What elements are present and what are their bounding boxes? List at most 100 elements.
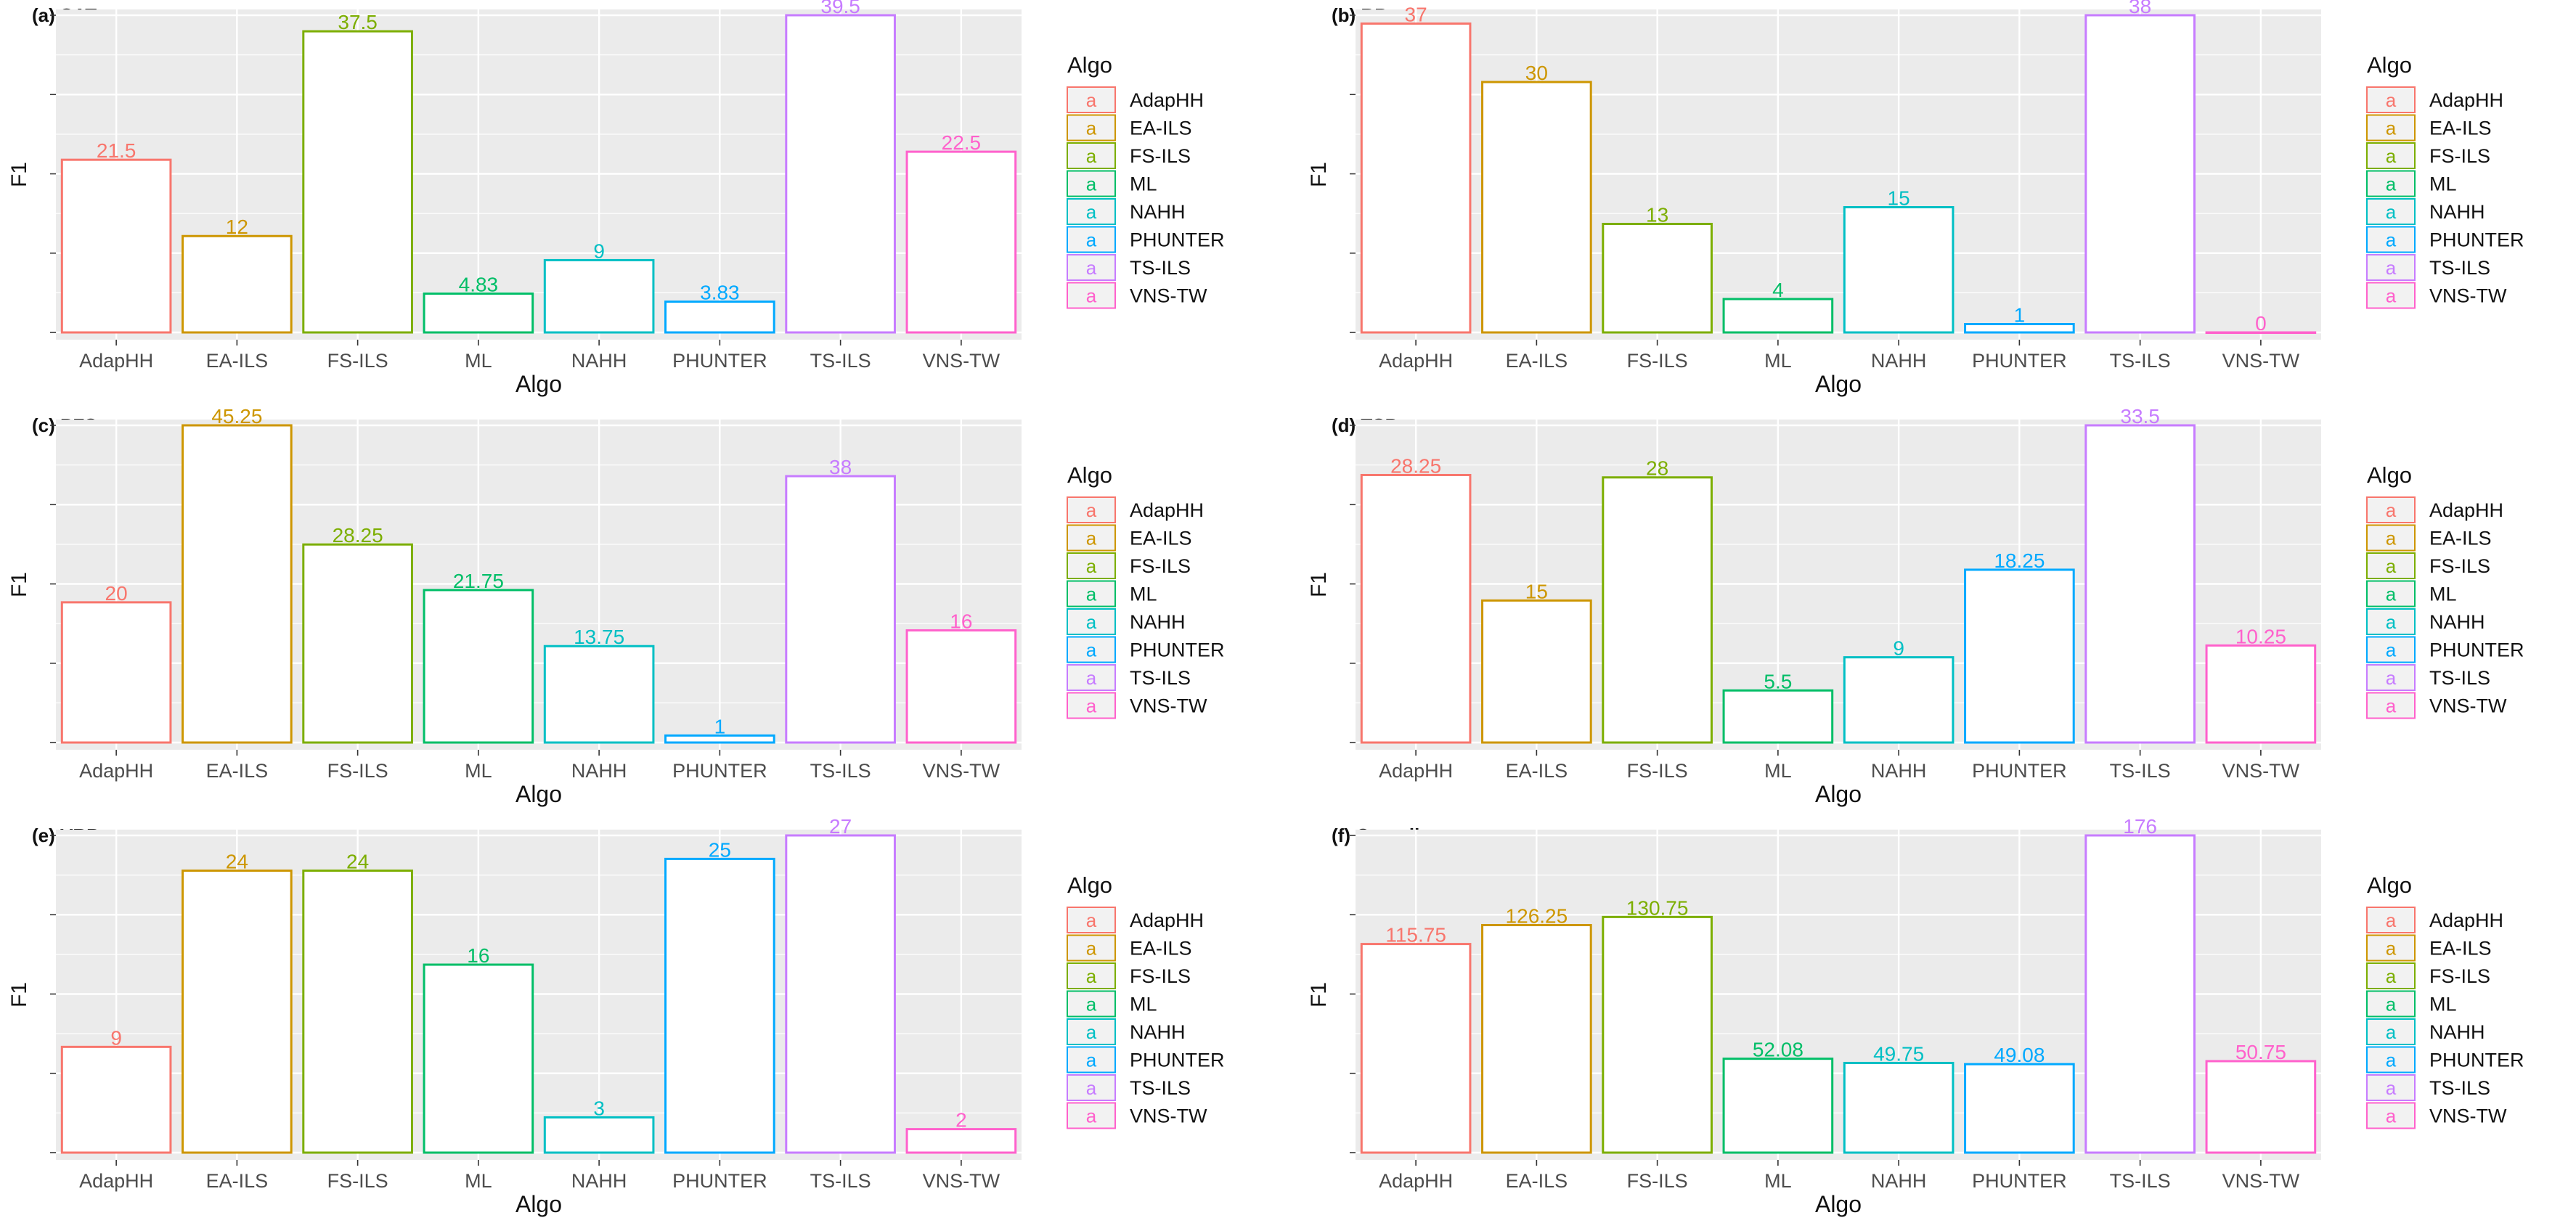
panel-b-bp-legend-glyph-ts-ils: a: [2386, 257, 2397, 279]
panel-d-tsp-bar-ts-ils: [2084, 424, 2196, 744]
panel-e-vrp-legend-key-nahh: [1067, 1018, 1116, 1045]
panel-a-sat-value-label-fs-ils: 37.5: [338, 11, 378, 33]
panel-b-bp-bar-fs-ils: [1602, 223, 1713, 334]
panel-e-vrp-x-tick-label-ml: ML: [465, 1170, 492, 1192]
panel-f-overall-legend-label-phunter: PHUNTER: [2429, 1050, 2524, 1071]
panel-d-tsp-legend-key-ea-ils: [2366, 524, 2416, 552]
panel-b-bp-legend-key-nahh: [2366, 198, 2416, 225]
panel-b-bp-value-label-ml: 4: [1772, 279, 1784, 301]
panel-b-bp-legend-label-ts-ils: TS-ILS: [2429, 257, 2490, 279]
panel-d-tsp-x-tick-label-ts-ils: TS-ILS: [2110, 760, 2171, 782]
panel-f-overall-x-tick-label-fs-ils: FS-ILS: [1627, 1170, 1688, 1192]
panel-b-bp-bar-phunter: [1964, 323, 2075, 334]
panel-c-pfs-legend: Algo a AdapHH a EA-ILS a FS-ILS a ML a NAHH a PHUNTE…: [1067, 462, 1225, 719]
panel-a-sat-legend-title: Algo: [1067, 52, 1112, 78]
panel-a-sat-value-label-ea-ils: 12: [226, 216, 248, 238]
panel-f-overall-legend-glyph-ea-ils: a: [2386, 938, 2397, 960]
panel-b-bp-legend-title: Algo: [2367, 52, 2412, 78]
panel-c-pfs-legend-label-ts-ils: TS-ILS: [1130, 667, 1191, 689]
panel-e-vrp-value-label-fs-ils: 24: [346, 851, 369, 873]
panel-e-vrp-value-label-phunter: 25: [709, 838, 731, 861]
panel-f-overall-value-label-nahh: 49.75: [1873, 1042, 1924, 1065]
panel-a-sat-x-tick-label-adaphh: AdapHH: [79, 350, 153, 372]
panel-e-vrp-legend-label-nahh: NAHH: [1130, 1021, 1186, 1043]
panel-f-overall-value-label-adaphh: 115.75: [1385, 924, 1446, 946]
panel-d-tsp-legend-key-ml: [2366, 580, 2416, 608]
panel-b-bp-bar-ea-ils: [1481, 81, 1592, 334]
panel-f-overall-bar-nahh: [1843, 1061, 1955, 1154]
panel-f-overall-legend-label-ea-ils: EA-ILS: [2429, 938, 2492, 960]
panel-d-tsp-value-label-ts-ils: 33.5: [2120, 405, 2160, 428]
panel-b-bp-x-tick-label-phunter: PHUNTER: [1972, 350, 2067, 372]
panel-b-bp-x-tick-label-ea-ils: EA-ILS: [1506, 350, 1568, 372]
panel-a-sat-legend-glyph-ts-ils: a: [1086, 257, 1097, 279]
panel-c-pfs-legend-label-ml: ML: [1130, 584, 1157, 605]
panel-d-tsp-bar-fs-ils: [1602, 476, 1713, 744]
panel-e-vrp-legend-key-ts-ils: [1067, 1074, 1116, 1101]
panel-e-vrp-x-tick-label-vns-tw: VNS-TW: [923, 1170, 1000, 1192]
panel-f-overall-value-label-ml: 52.08: [1753, 1039, 1803, 1061]
panel-f-overall-legend-key-adaphh: [2366, 907, 2416, 933]
panel-c-pfs-legend-label-ea-ils: EA-ILS: [1130, 528, 1192, 549]
panel-f-overall-x-tick-label-ml: ML: [1764, 1170, 1792, 1192]
panel-f-overall-legend-glyph-fs-ils: a: [2386, 965, 2397, 987]
panel-a-sat-legend-label-ts-ils: TS-ILS: [1130, 257, 1191, 279]
panel-c-pfs-legend-key-fs-ils: [1067, 552, 1116, 579]
panel-f-overall-value-label-ea-ils: 126.25: [1506, 905, 1568, 928]
panel-f-overall-value-label-vns-tw: 50.75: [2235, 1041, 2286, 1063]
panel-f-overall-x-tick-label-ea-ils: EA-ILS: [1506, 1170, 1568, 1192]
panel-e-vrp-x-tick-label-ea-ils: EA-ILS: [206, 1170, 269, 1192]
panel-d-tsp-legend-label-ea-ils: EA-ILS: [2429, 528, 2492, 549]
panel-c-pfs-legend-glyph-vns-tw: a: [1086, 695, 1097, 717]
panel-c-pfs-x-tick-label-fs-ils: FS-ILS: [327, 760, 388, 782]
panel-d-tsp-legend-label-vns-tw: VNS-TW: [2429, 695, 2507, 717]
panel-c-pfs-value-label-ts-ils: 38: [829, 456, 852, 478]
panel-b-bp-legend-glyph-adaphh: a: [2386, 89, 2397, 111]
panel-a-sat-legend-key-phunter: [1067, 226, 1116, 253]
panel-c-pfs-bar-adaphh: [60, 601, 172, 744]
panel-a-sat-legend-label-phunter: PHUNTER: [1130, 229, 1225, 251]
panel-e-vrp-value-label-vns-tw: 2: [955, 1109, 967, 1132]
panel-d-tsp-legend-glyph-nahh: a: [2386, 611, 2397, 633]
panel-e-vrp-legend-key-ml: [1067, 990, 1116, 1018]
panel-b-bp-value-label-fs-ils: 13: [1646, 204, 1668, 226]
panel-e-vrp-legend: Algo a AdapHH a EA-ILS a FS-ILS a ML a NAHH a PHUNTE…: [1067, 872, 1225, 1129]
panel-d-tsp-legend-key-vns-tw: [2366, 692, 2416, 719]
panel-b-bp-legend-key-phunter: [2366, 226, 2416, 253]
panel-d-tsp-x-tick-label-ea-ils: EA-ILS: [1506, 760, 1568, 782]
panel-c-pfs-value-label-ml: 21.75: [453, 570, 504, 592]
panel-a-sat-xlabel: Algo: [515, 371, 562, 397]
panel-a-sat-legend-key-ml: [1067, 170, 1116, 197]
panel-e-vrp-legend-title: Algo: [1067, 872, 1112, 898]
panel-e-vrp-value-label-ea-ils: 24: [226, 851, 248, 873]
panel-a-sat-legend-glyph-nahh: a: [1086, 201, 1097, 223]
panel-a-sat-bar-ts-ils: [785, 14, 896, 334]
panel-b-bp-legend-key-ml: [2366, 170, 2416, 197]
panel-c-pfs-legend-glyph-ea-ils: a: [1086, 528, 1097, 549]
panel-e-vrp-legend-label-adaphh: AdapHH: [1130, 909, 1204, 931]
panel-c-pfs-legend-key-ml: [1067, 580, 1116, 608]
panel-e-vrp-legend-key-vns-tw: [1067, 1102, 1116, 1129]
panel-a-sat-value-label-ts-ils: 39.5: [820, 0, 860, 17]
panel-b-bp-x-tick-label-ts-ils: TS-ILS: [2110, 350, 2171, 372]
panel-c-pfs-legend-glyph-ts-ils: a: [1086, 667, 1097, 689]
panel-e-vrp-legend-glyph-nahh: a: [1086, 1021, 1097, 1043]
panel-c-pfs-legend-glyph-phunter: a: [1086, 639, 1097, 661]
panel-a-sat-legend-glyph-phunter: a: [1086, 229, 1097, 251]
panel-b-bp-legend-label-ea-ils: EA-ILS: [2429, 118, 2492, 139]
panel-f-overall-bar-ts-ils: [2084, 834, 2196, 1154]
panel-b-bp-legend-glyph-nahh: a: [2386, 201, 2397, 223]
panel-a-sat-legend-glyph-vns-tw: a: [1086, 285, 1097, 307]
panel-d-tsp-value-label-ml: 5.5: [1764, 670, 1792, 692]
panel-e-vrp-legend-label-ts-ils: TS-ILS: [1130, 1077, 1191, 1099]
panel-a-sat-legend-label-nahh: NAHH: [1130, 201, 1186, 223]
panel-a-sat-legend-key-fs-ils: [1067, 142, 1116, 169]
panel-c-pfs-value-label-phunter: 1: [714, 715, 726, 737]
panel-e-vrp-ylabel: F1: [7, 982, 31, 1007]
panel-d-tsp-legend-key-adaphh: [2366, 496, 2416, 523]
panel-f-overall-legend-label-vns-tw: VNS-TW: [2429, 1105, 2507, 1127]
panel-f-overall-legend-glyph-adaphh: a: [2386, 909, 2397, 931]
panel-f-overall-value-label-ts-ils: 176: [2123, 815, 2157, 838]
panel-a-sat-x-tick-label-vns-tw: VNS-TW: [923, 350, 1000, 372]
panel-b-bp-legend-glyph-ea-ils: a: [2386, 118, 2397, 139]
